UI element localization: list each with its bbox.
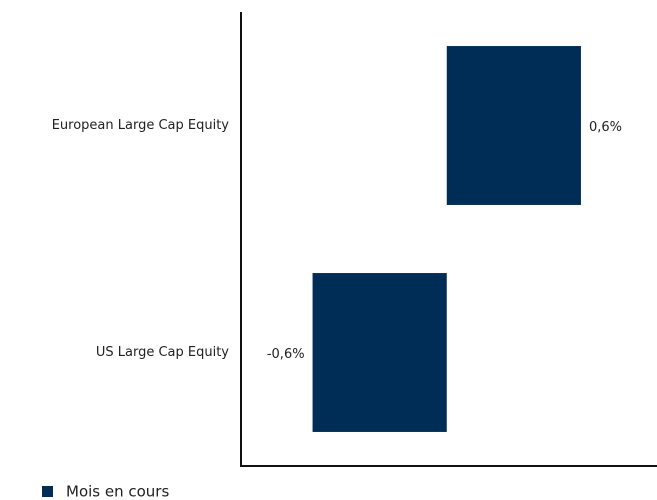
data-label: 0,6% [589, 120, 622, 135]
legend-text: Mois en cours [66, 483, 169, 500]
bar [312, 273, 447, 432]
legend-swatch [42, 486, 53, 497]
data-label: -0,6% [267, 347, 305, 362]
y-tick-label: European Large Cap Equity [52, 118, 230, 133]
bar [446, 46, 581, 205]
y-tick-label: US Large Cap Equity [96, 345, 229, 360]
